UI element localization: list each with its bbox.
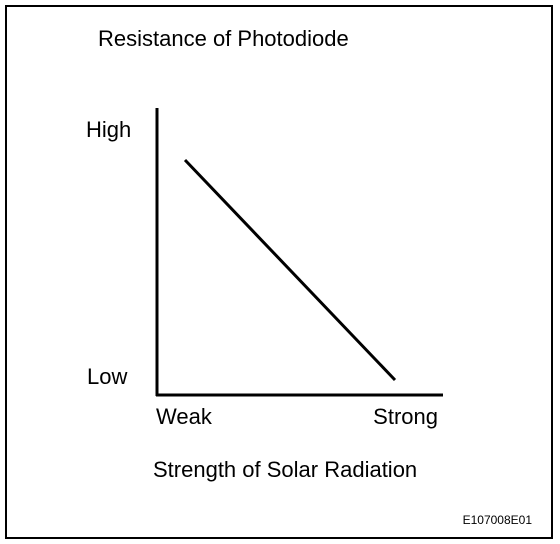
frame: [5, 5, 553, 539]
y-high-label: High: [86, 117, 131, 142]
figure-code: E107008E01: [463, 513, 533, 527]
x-high-label: Strong: [373, 404, 438, 429]
title: Resistance of Photodiode: [98, 26, 349, 51]
y-low-label: Low: [87, 364, 127, 389]
x-low-label: Weak: [156, 404, 213, 429]
x-axis-title: Strength of Solar Radiation: [153, 457, 417, 482]
trend-line: [183, 158, 397, 382]
